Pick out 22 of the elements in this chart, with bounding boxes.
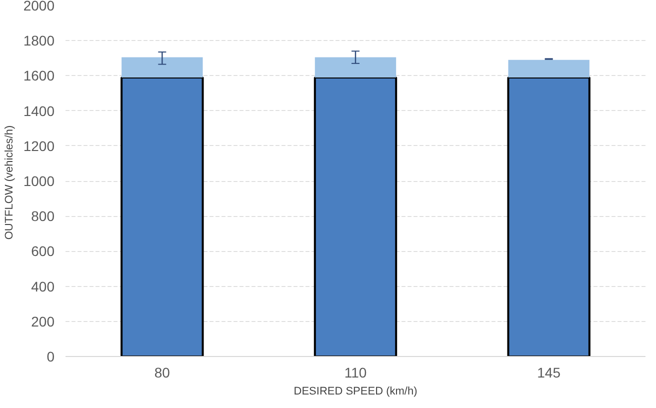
bar — [507, 76, 590, 356]
y-tick-label: 2000 — [23, 0, 55, 14]
y-tick-label: 0 — [46, 348, 55, 364]
y-tick-label: 1200 — [23, 138, 55, 154]
bar — [120, 76, 204, 356]
bar — [122, 57, 203, 78]
bar — [508, 60, 590, 78]
y-tick-label: 200 — [31, 313, 55, 330]
x-tick-label: 80 — [154, 364, 170, 380]
y-tick-label: 600 — [31, 243, 55, 260]
bar — [314, 57, 396, 78]
x-tick-label: 110 — [344, 364, 367, 380]
y-tick-label: 800 — [31, 208, 55, 224]
bar — [314, 76, 398, 356]
y-tick-label: 1000 — [23, 173, 55, 189]
y-axis-title: OUTFLOW (vehicles/h) — [3, 125, 16, 240]
x-tick-label: 145 — [537, 364, 561, 380]
y-tick-label: 400 — [31, 278, 55, 294]
y-tick-label: 1800 — [23, 32, 55, 49]
x-axis-title: DESIRED SPEED (km/h) — [294, 386, 418, 398]
y-tick-label: 1600 — [23, 68, 55, 84]
y-tick-label: 1400 — [23, 102, 55, 119]
